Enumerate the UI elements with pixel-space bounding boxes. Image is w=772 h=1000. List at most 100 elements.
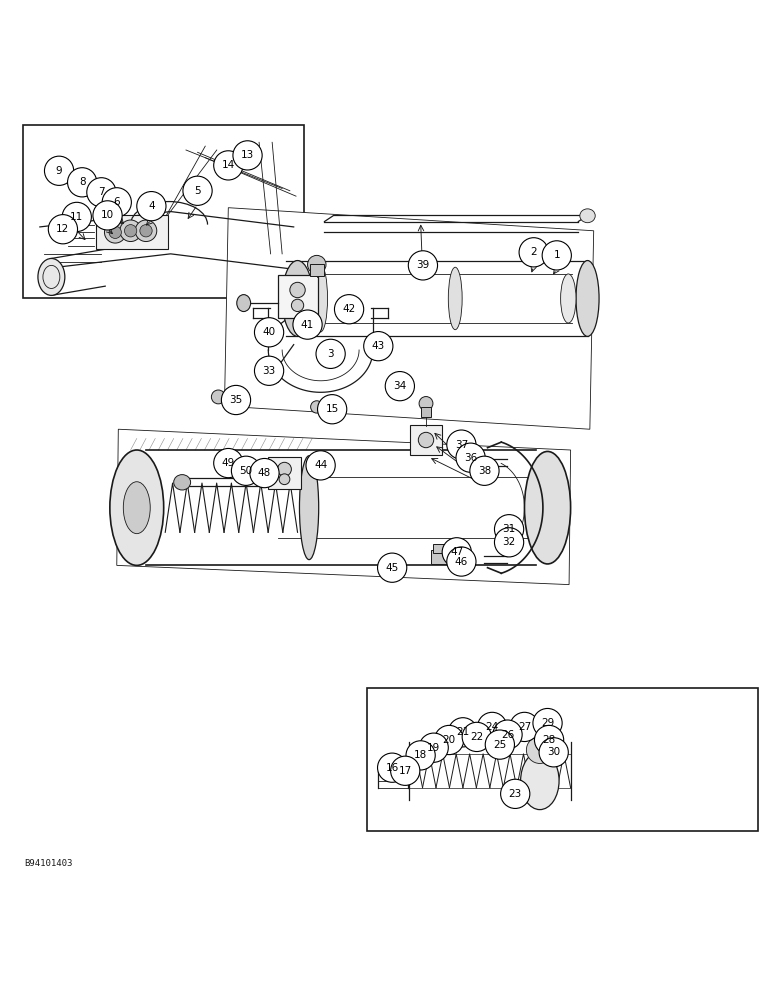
Text: 45: 45 [385, 563, 399, 573]
Text: 6: 6 [113, 197, 120, 207]
Circle shape [212, 390, 225, 404]
Ellipse shape [560, 274, 576, 323]
Circle shape [255, 318, 283, 347]
Text: 25: 25 [493, 740, 506, 750]
Polygon shape [225, 208, 594, 429]
Text: 3: 3 [327, 349, 334, 359]
Ellipse shape [527, 737, 554, 763]
Text: 18: 18 [414, 750, 427, 760]
FancyBboxPatch shape [268, 457, 301, 489]
Circle shape [419, 397, 433, 410]
Bar [23, 125, 303, 298]
Text: 14: 14 [222, 160, 235, 170]
Circle shape [447, 547, 476, 576]
FancyBboxPatch shape [433, 544, 449, 553]
Circle shape [45, 156, 73, 185]
Text: 27: 27 [518, 722, 531, 732]
Text: 50: 50 [239, 466, 252, 476]
Ellipse shape [38, 258, 65, 295]
Text: 21: 21 [456, 727, 469, 737]
Ellipse shape [282, 261, 313, 336]
Circle shape [435, 725, 464, 755]
Ellipse shape [313, 265, 327, 332]
Circle shape [539, 738, 568, 767]
Text: 46: 46 [455, 557, 468, 567]
Text: 49: 49 [222, 458, 235, 468]
Circle shape [494, 528, 523, 557]
Circle shape [364, 332, 393, 361]
Ellipse shape [300, 456, 319, 560]
Text: 29: 29 [541, 718, 554, 728]
Text: 16: 16 [385, 763, 399, 773]
Text: 43: 43 [371, 341, 385, 351]
Circle shape [49, 215, 77, 244]
Circle shape [232, 456, 261, 485]
Text: B94101403: B94101403 [25, 859, 73, 868]
Circle shape [533, 708, 562, 738]
Text: 34: 34 [393, 381, 407, 391]
Polygon shape [117, 429, 571, 585]
Ellipse shape [174, 475, 191, 490]
Circle shape [486, 730, 514, 759]
Text: 5: 5 [195, 186, 201, 196]
Circle shape [442, 538, 472, 567]
Circle shape [290, 282, 305, 298]
Circle shape [135, 220, 157, 242]
Circle shape [449, 718, 478, 747]
Circle shape [310, 401, 323, 413]
Text: 7: 7 [98, 187, 105, 197]
Text: 36: 36 [464, 453, 477, 463]
Text: 37: 37 [455, 440, 468, 450]
Text: 39: 39 [416, 260, 429, 270]
Circle shape [478, 712, 506, 742]
Circle shape [317, 395, 347, 424]
FancyBboxPatch shape [96, 215, 168, 249]
Circle shape [462, 722, 492, 752]
Circle shape [385, 372, 415, 401]
Circle shape [278, 462, 291, 476]
Ellipse shape [110, 450, 164, 565]
Circle shape [419, 733, 449, 762]
Circle shape [519, 238, 548, 267]
Text: 38: 38 [478, 466, 491, 476]
Circle shape [447, 430, 476, 459]
FancyBboxPatch shape [410, 425, 442, 455]
Ellipse shape [124, 482, 151, 534]
Circle shape [493, 720, 522, 749]
Circle shape [67, 168, 96, 197]
Text: 8: 8 [79, 177, 86, 187]
Ellipse shape [520, 752, 559, 810]
Circle shape [291, 299, 303, 312]
Circle shape [250, 458, 279, 488]
Text: 1: 1 [554, 250, 560, 260]
Circle shape [316, 339, 345, 368]
Circle shape [470, 456, 499, 485]
Text: 32: 32 [503, 537, 516, 547]
Ellipse shape [449, 267, 462, 330]
Circle shape [494, 515, 523, 544]
Circle shape [137, 192, 166, 221]
FancyBboxPatch shape [432, 550, 450, 564]
Text: 20: 20 [442, 735, 455, 745]
Circle shape [456, 443, 486, 472]
Text: 31: 31 [503, 524, 516, 534]
Text: 35: 35 [229, 395, 242, 405]
Circle shape [140, 225, 152, 237]
Circle shape [534, 725, 564, 755]
Ellipse shape [580, 209, 595, 223]
Text: 4: 4 [148, 201, 154, 211]
Circle shape [500, 779, 530, 808]
Circle shape [63, 202, 91, 232]
Ellipse shape [576, 261, 599, 336]
Ellipse shape [237, 295, 251, 312]
Text: 13: 13 [241, 150, 254, 160]
Circle shape [334, 295, 364, 324]
Circle shape [222, 385, 251, 415]
Circle shape [86, 178, 116, 207]
Circle shape [306, 451, 335, 480]
Circle shape [510, 712, 539, 742]
Text: 26: 26 [501, 730, 514, 740]
Circle shape [542, 241, 571, 270]
Text: 28: 28 [543, 735, 556, 745]
Circle shape [406, 741, 435, 770]
